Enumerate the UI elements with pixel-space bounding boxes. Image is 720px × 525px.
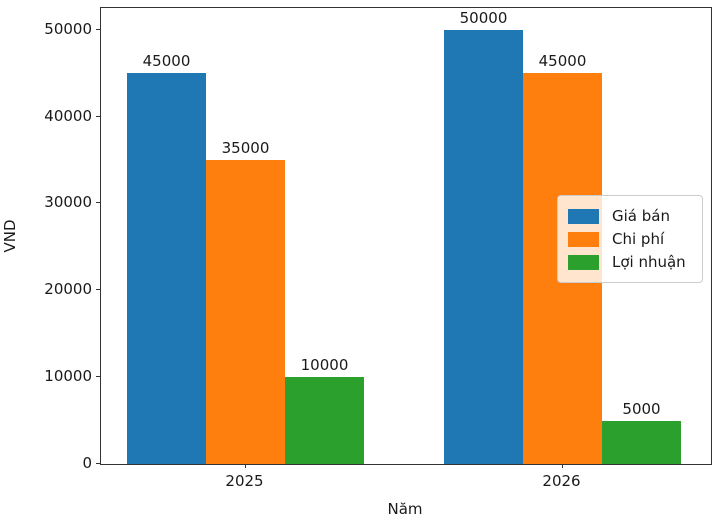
legend-label: Giá bán [612, 206, 670, 225]
y-tick [96, 115, 100, 117]
y-tick [96, 28, 100, 30]
x-tick-label: 2026 [542, 472, 581, 490]
x-tick-label: 2025 [225, 472, 264, 490]
bar-value-label: 50000 [459, 8, 508, 27]
plot-area: 45000 35000 10000 50000 45000 5000 [100, 7, 712, 465]
bar [127, 73, 206, 464]
y-tick-label: 50000 [44, 19, 92, 38]
legend-label: Chi phí [612, 229, 665, 248]
y-tick [96, 376, 100, 378]
bar-value-label: 10000 [300, 356, 349, 375]
y-tick [96, 289, 100, 291]
bar [602, 420, 681, 464]
bar [206, 160, 285, 464]
y-tick-label: 30000 [44, 193, 92, 212]
bar [285, 377, 364, 464]
bar [444, 29, 523, 464]
y-tick-label: 20000 [44, 280, 92, 299]
legend-item: Chi phí [568, 228, 692, 250]
y-tick [96, 463, 100, 464]
x-tick [561, 464, 563, 468]
legend: Giá bán Chi phí Lợi nhuận [557, 195, 703, 283]
legend-swatch-icon [568, 254, 599, 270]
bar-value-label: 35000 [221, 139, 270, 157]
legend-swatch-icon [568, 231, 599, 247]
legend-label: Lợi nhuận [612, 252, 686, 271]
y-tick-label: 40000 [44, 106, 92, 125]
x-tick [244, 464, 246, 468]
legend-item: Lợi nhuận [568, 251, 692, 273]
y-tick-label: 0 [82, 454, 92, 472]
legend-swatch-icon [568, 208, 599, 224]
y-tick-label: 10000 [44, 367, 92, 386]
x-axis-label: Năm [387, 500, 423, 518]
legend-item: Giá bán [568, 205, 692, 227]
bar-value-label: 45000 [142, 52, 191, 71]
y-axis-label: VND [1, 219, 19, 253]
bar-value-label: 5000 [622, 399, 661, 418]
y-tick [96, 202, 100, 204]
bar-value-label: 45000 [538, 52, 587, 71]
